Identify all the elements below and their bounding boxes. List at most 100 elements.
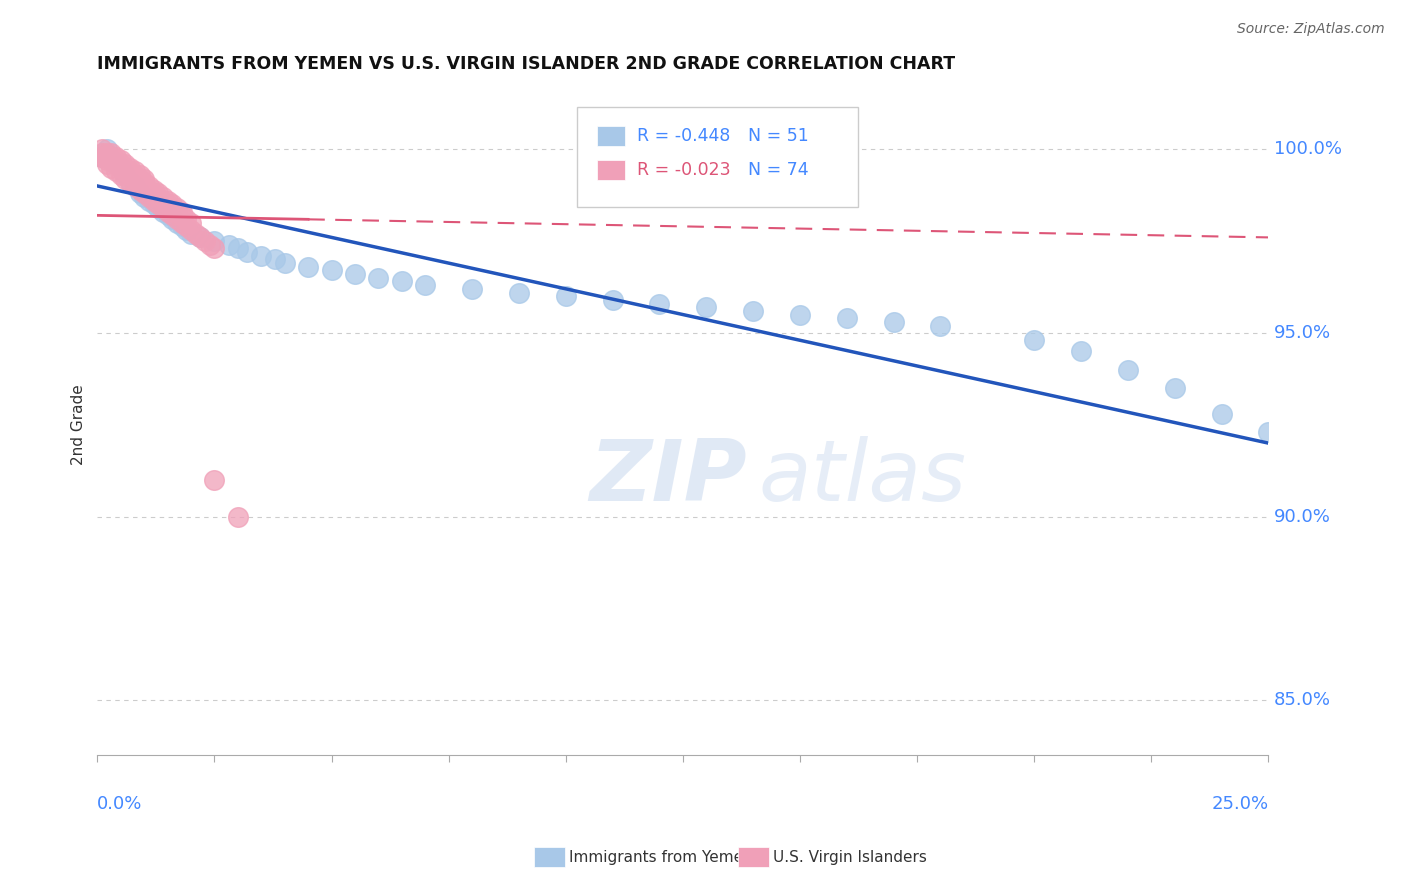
Point [226,242,249,256]
Point [110,168,132,182]
Point [120,161,142,175]
Point [391,275,413,289]
Point [413,278,436,293]
Point [110,157,132,171]
FancyBboxPatch shape [598,126,626,145]
Point [124,178,146,193]
Point [134,186,156,201]
Point [152,201,174,215]
Point [194,234,217,248]
Point [110,161,132,175]
Point [142,186,165,201]
Point [138,194,160,208]
Point [162,197,184,211]
Point [114,161,136,175]
Point [554,289,576,303]
Point [264,252,287,267]
Point [204,473,226,487]
Point [166,204,188,219]
Point [883,315,905,329]
Point [835,311,858,326]
Text: N = 74: N = 74 [748,161,808,179]
Point [148,190,170,204]
Point [142,194,165,208]
Point [128,186,150,201]
Point [184,227,207,241]
Point [114,171,136,186]
Point [152,204,174,219]
Point [138,183,160,197]
Point [156,208,179,222]
Point [114,157,136,171]
Point [176,223,198,237]
Point [91,150,114,164]
Point [176,219,198,234]
Text: R = -0.448: R = -0.448 [637,127,731,145]
Point [128,175,150,189]
Point [148,186,170,201]
Point [120,168,142,182]
Point [91,142,114,156]
Point [461,282,484,296]
Point [180,227,202,241]
Y-axis label: 2nd Grade: 2nd Grade [72,384,86,465]
Point [138,190,160,204]
Point [124,168,146,182]
Point [789,308,811,322]
Text: ZIP: ZIP [589,436,747,519]
Point [180,216,202,230]
Point [367,270,389,285]
Point [142,183,165,197]
Point [142,197,165,211]
Point [190,230,212,244]
Text: Immigrants from Yemen: Immigrants from Yemen [569,850,754,864]
Point [152,190,174,204]
Point [273,256,295,270]
Point [134,171,156,186]
Text: 95.0%: 95.0% [1274,324,1331,342]
Point [148,197,170,211]
Point [134,178,156,193]
Point [250,249,273,263]
Point [152,194,174,208]
Text: atlas: atlas [759,436,967,519]
Point [96,145,118,160]
Point [180,223,202,237]
Point [156,197,179,211]
Point [96,153,118,168]
Point [120,164,142,178]
Point [114,164,136,178]
Point [96,150,118,164]
Point [343,267,366,281]
Point [100,161,122,175]
Point [156,204,179,219]
Point [190,230,212,244]
Point [1070,344,1092,359]
Point [105,157,128,171]
Point [100,153,122,168]
Point [100,150,122,164]
Point [742,304,765,318]
Point [91,145,114,160]
Point [138,178,160,193]
Point [176,212,198,227]
Point [170,208,193,222]
Point [124,178,146,193]
Point [1211,407,1233,421]
Point [170,219,193,234]
Point [1024,333,1046,347]
Point [120,175,142,189]
Text: N = 51: N = 51 [748,127,810,145]
Point [508,285,530,300]
Point [105,157,128,171]
Point [100,145,122,160]
Text: IMMIGRANTS FROM YEMEN VS U.S. VIRGIN ISLANDER 2ND GRADE CORRELATION CHART: IMMIGRANTS FROM YEMEN VS U.S. VIRGIN ISL… [97,55,956,73]
Point [648,296,671,310]
Text: 90.0%: 90.0% [1274,508,1331,525]
Point [128,168,150,182]
Point [120,175,142,189]
Point [297,260,319,274]
Point [695,300,717,314]
Text: Source: ZipAtlas.com: Source: ZipAtlas.com [1237,22,1385,37]
Point [162,208,184,222]
